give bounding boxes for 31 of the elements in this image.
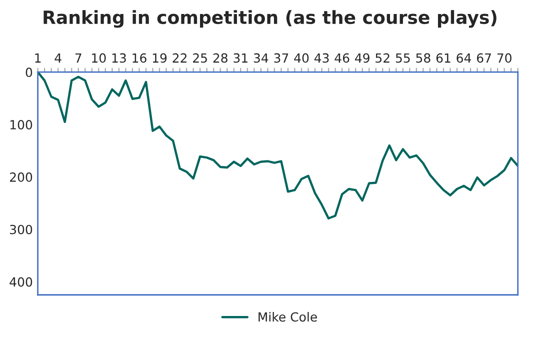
x-tick-label: 49 <box>355 53 370 63</box>
x-tick-label: 34 <box>254 53 268 63</box>
x-tick-label: 55 <box>396 53 410 63</box>
x-tick-label: 67 <box>476 53 491 63</box>
x-tick-label: 16 <box>132 53 146 63</box>
y-tick-label: 200 <box>10 172 32 182</box>
x-tick-label: 64 <box>456 53 472 63</box>
x-tick-label: 10 <box>92 53 106 63</box>
legend-label: Mike Cole <box>258 312 317 322</box>
x-tick-label: 52 <box>376 53 390 63</box>
x-tick-label: 31 <box>234 53 248 63</box>
x-tick-label: 7 <box>75 53 82 63</box>
x-tick-label: 25 <box>193 53 207 63</box>
x-tick-label: 28 <box>213 53 228 63</box>
x-tick-label: 70 <box>497 53 512 63</box>
x-tick-label: 40 <box>294 53 309 63</box>
x-tick-label: 61 <box>436 53 450 63</box>
x-tick-label: 22 <box>172 53 186 63</box>
x-tick-label: 46 <box>334 53 350 63</box>
y-tick-label: 300 <box>10 224 32 234</box>
x-tick-label: 13 <box>112 53 126 63</box>
x-tick-label: 58 <box>416 53 430 63</box>
chart-title: Ranking in competition (as the course plays) <box>44 10 496 28</box>
x-tick-label: 19 <box>152 53 167 63</box>
y-tick-label: 0 <box>26 68 32 78</box>
x-tick-label: 43 <box>314 53 329 63</box>
x-tick-label: 37 <box>274 53 288 63</box>
x-tick-label: 1 <box>35 53 41 63</box>
y-tick-label: 100 <box>10 120 32 130</box>
x-tick-label: 4 <box>54 53 62 63</box>
y-tick-label: 400 <box>10 277 32 287</box>
